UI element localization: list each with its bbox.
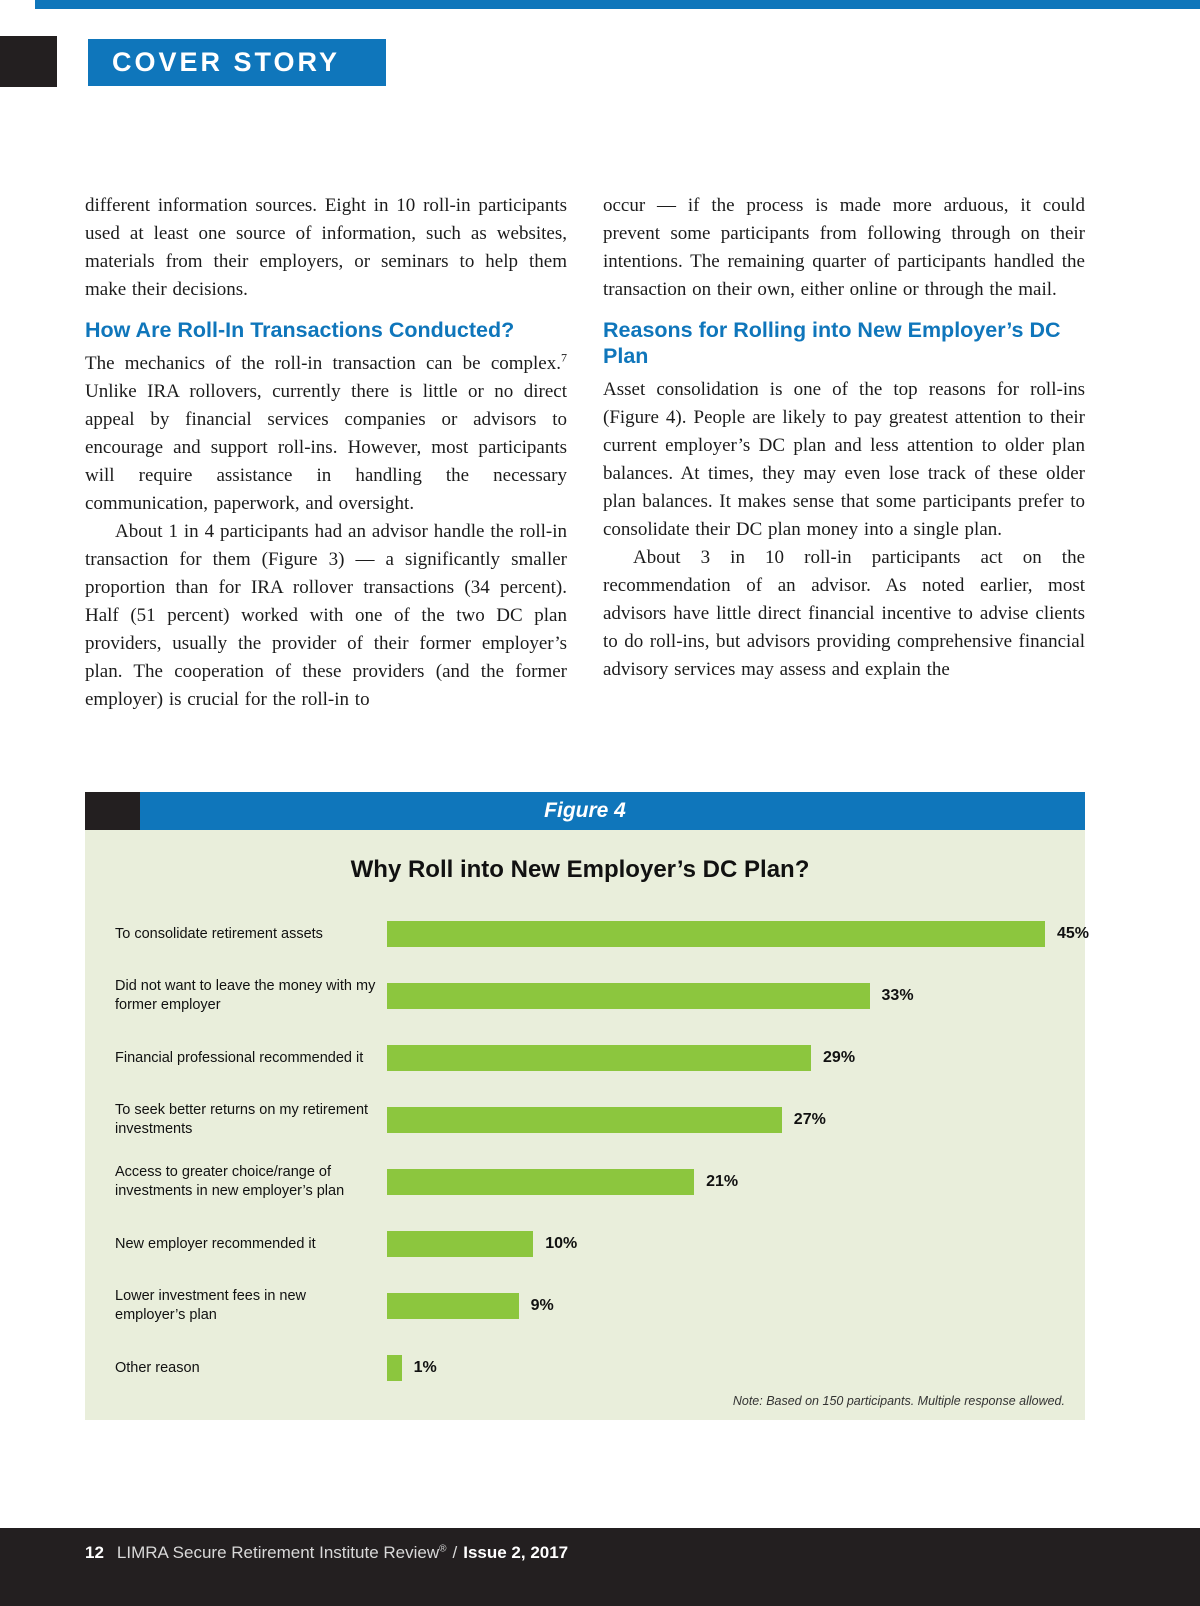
chart-row: Other reason 1% [115, 1344, 1045, 1392]
paragraph: The mechanics of the roll-in transaction… [85, 350, 567, 518]
chart-bar-track: 45% [387, 921, 1089, 947]
chart-category-label: Other reason [115, 1359, 200, 1376]
paragraph-text: Unlike IRA rollovers, currently there is… [85, 381, 567, 514]
chart-bar [387, 1169, 695, 1195]
figure-note: Note: Based on 150 participants. Multipl… [732, 1394, 1065, 1408]
chart-value-label: 9% [530, 1297, 554, 1314]
chart-bar-track: 10% [387, 1231, 1045, 1257]
cover-story-banner: COVER STORY [88, 39, 386, 86]
article-body: different information sources. Eight in … [85, 192, 1085, 792]
chart-category-label: To consolidate retirement assets [115, 925, 323, 942]
chart-bar-track: 21% [387, 1169, 1045, 1195]
chart-bar [387, 1231, 534, 1257]
chart-bar-track: 27% [387, 1107, 1045, 1133]
chart-bar-track: 9% [387, 1293, 1045, 1319]
figure-chart-area: Why Roll into New Employer’s DC Plan? To… [85, 830, 1089, 1420]
chart-value-label: 27% [793, 1111, 826, 1128]
footer-journal-text: LIMRA Secure Retirement Institute Review [116, 1543, 440, 1562]
chart-row: Lower investment fees in new employer’s … [115, 1282, 1045, 1330]
chart-bar [387, 921, 1045, 947]
paragraph: different information sources. Eight in … [85, 195, 567, 300]
chart-row: To consolidate retirement assets 45% [115, 910, 1089, 958]
section-heading-roll-in-transactions: How Are Roll-In Transactions Conducted? [85, 318, 515, 342]
registered-mark: ® [439, 1543, 447, 1555]
footer-page-number: 12 [85, 1543, 104, 1562]
chart-row: To seek better returns on my retirement … [115, 1096, 1045, 1144]
paragraph-text: The mechanics of the roll-in transaction… [85, 353, 561, 374]
chart-category-label: Access to greater choice/range of invest… [115, 1164, 345, 1199]
chart-row: Financial professional recommended it 29… [115, 1034, 1045, 1082]
chart-value-label: 33% [881, 987, 914, 1004]
right-column: occur — if the process is made more ardu… [603, 192, 1085, 792]
chart-row: Access to greater choice/range of invest… [115, 1158, 1045, 1206]
figure-header-black-tab [85, 792, 140, 830]
paragraph: About 1 in 4 participants had an advisor… [85, 521, 567, 710]
paragraph: Asset consolidation is one of the top re… [603, 379, 1085, 540]
chart-category-label: Lower investment fees in new employer’s … [115, 1288, 307, 1323]
chart-bar [387, 983, 870, 1009]
top-accent-strip [35, 0, 1200, 9]
section-heading-reasons-rolling: Reasons for Rolling into New Employer’s … [603, 318, 1061, 368]
chart-bar-track: 33% [387, 983, 1045, 1009]
figure-header-bar: Figure 4 [85, 792, 1085, 830]
chart-bar [387, 1045, 812, 1071]
left-column: different information sources. Eight in … [85, 192, 567, 792]
chart-category-label: New employer recommended it [115, 1235, 316, 1252]
chart-value-label: 1% [413, 1359, 437, 1376]
footnote-marker: 7 [561, 350, 567, 365]
figure-label: Figure 4 [544, 799, 626, 822]
paragraph: About 3 in 10 roll-in participants act o… [603, 547, 1085, 680]
paragraph: occur — if the process is made more ardu… [603, 195, 1085, 300]
chart-value-label: 45% [1057, 925, 1090, 942]
chart-bar [387, 1107, 782, 1133]
footer-issue: Issue 2, 2017 [463, 1543, 569, 1562]
chart-category-label: Financial professional recommended it [115, 1049, 364, 1066]
cover-story-label: COVER STORY [112, 47, 341, 77]
chart-category-label: Did not want to leave the money with my … [115, 978, 376, 1013]
chart-bar-track: 1% [387, 1355, 1045, 1381]
footer-bar: 12 LIMRA Secure Retirement Institute Rev… [0, 1528, 1200, 1606]
footer-separator: / [452, 1543, 458, 1562]
chart-bar-track: 29% [387, 1045, 1045, 1071]
chart-bar [387, 1355, 402, 1381]
chart-value-label: 21% [706, 1173, 739, 1190]
chart-title: Why Roll into New Employer’s DC Plan? [350, 856, 810, 883]
chart-bar [387, 1293, 519, 1319]
chart-value-label: 29% [823, 1049, 856, 1066]
chart-value-label: 10% [545, 1235, 578, 1252]
chart-row: Did not want to leave the money with my … [115, 972, 1045, 1020]
chart-category-label: To seek better returns on my retirement … [115, 1102, 369, 1137]
footer-journal-name: LIMRA Secure Retirement Institute Review… [117, 1543, 447, 1563]
chart-row: New employer recommended it 10% [115, 1220, 1045, 1268]
corner-black-block [0, 36, 57, 87]
figure-4: Figure 4 Why Roll into New Employer’s DC… [85, 792, 1089, 1420]
